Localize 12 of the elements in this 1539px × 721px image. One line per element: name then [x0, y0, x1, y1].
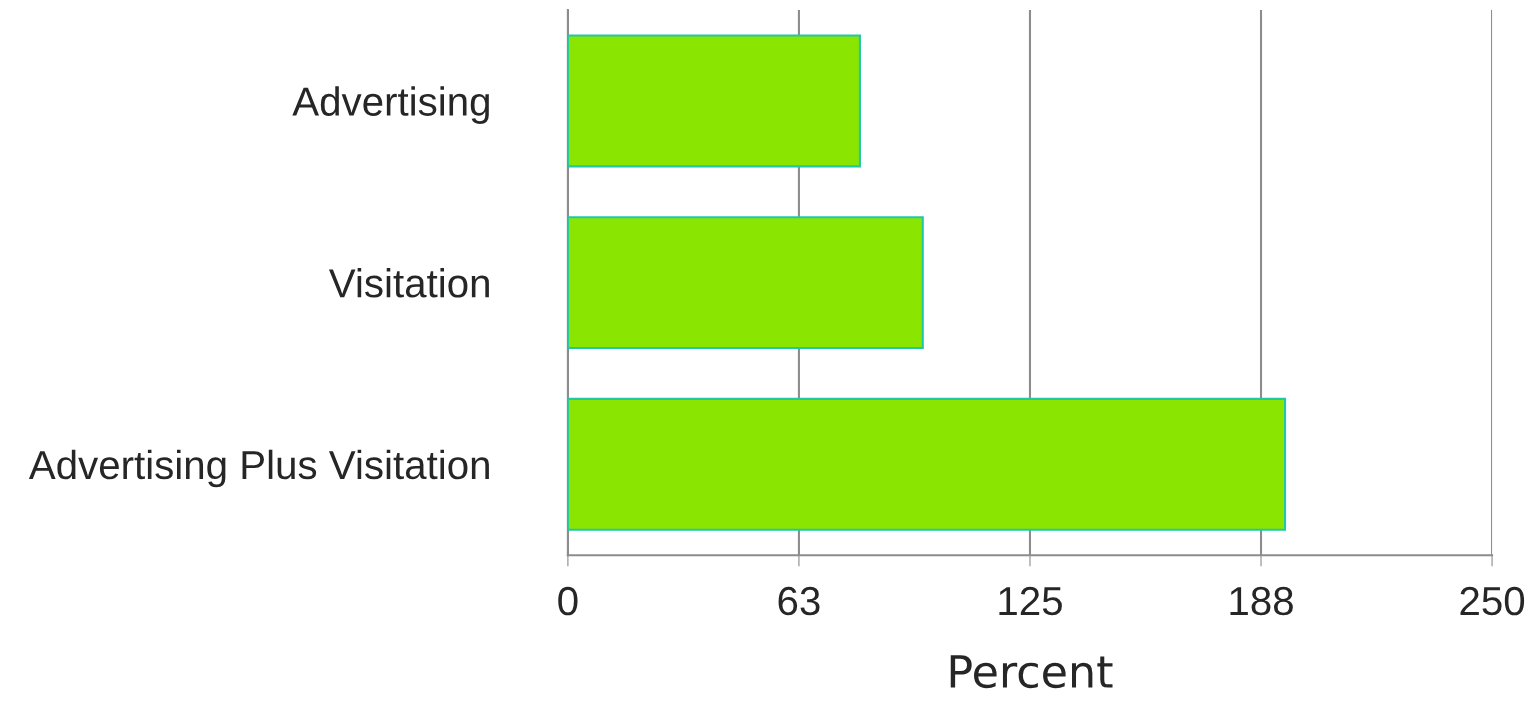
- x-tick-label: 125: [999, 586, 1062, 616]
- y-tick-label: Advertising Plus Visitation: [28, 449, 489, 488]
- x-tick-label: 0: [558, 586, 578, 616]
- bar: [567, 34, 861, 168]
- x-tick-label: 188: [1230, 586, 1293, 616]
- x-tick-label: 250: [1460, 586, 1525, 616]
- x-axis-title: Percent: [950, 655, 1113, 689]
- bar: [567, 216, 924, 350]
- bar: [567, 397, 1287, 531]
- y-tick-label: Advertising: [292, 86, 489, 124]
- x-tick-label: 63: [778, 586, 820, 616]
- y-tick-label: Visitation: [328, 268, 489, 298]
